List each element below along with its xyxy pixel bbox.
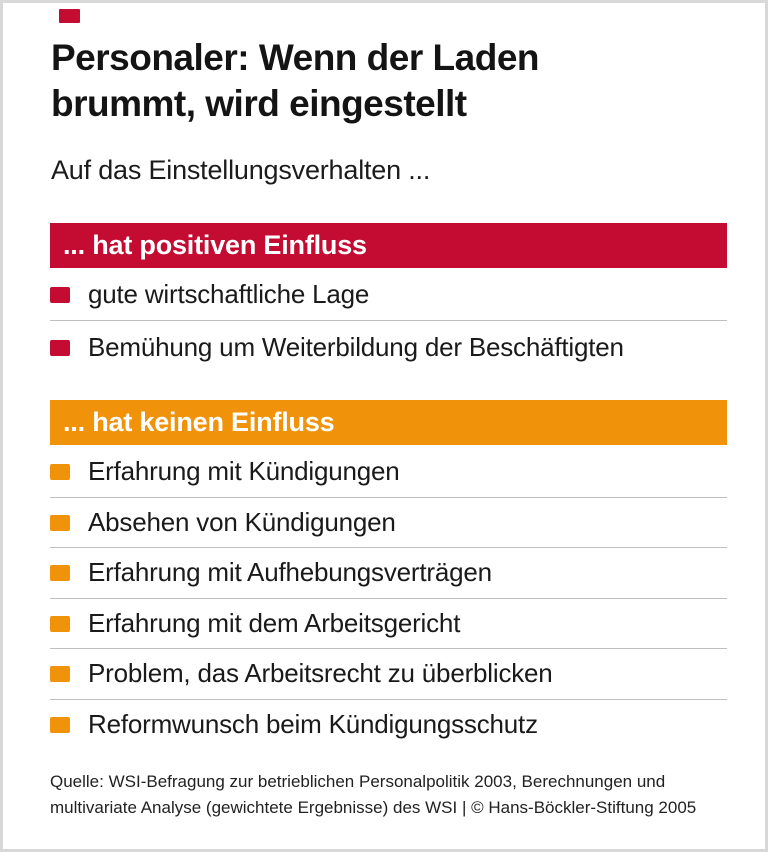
orange-square-bullet-icon [50, 717, 70, 734]
orange-square-bullet-icon [50, 464, 70, 481]
list-item-label: Erfahrung mit dem Arbeitsgericht [88, 607, 461, 638]
list-item: Bemühung um Weiterbildung der Beschäftig… [50, 321, 727, 374]
list-item: Problem, das Arbeitsrecht zu überblicken [50, 649, 727, 700]
list-item: Erfahrung mit Kündigungen [50, 447, 727, 498]
list-item-label: Erfahrung mit Aufhebungsverträgen [88, 557, 492, 588]
orange-square-bullet-icon [50, 514, 70, 531]
subtitle: Auf das Einstellungsverhalten ... [51, 155, 431, 185]
section-header-no-influence: ... hat keinen Einfluss [50, 400, 727, 445]
list-item: gute wirtschaftliche Lage [50, 268, 727, 321]
positive-influence-list: gute wirtschaftliche Lage Bemühung um We… [50, 268, 727, 374]
list-item: Erfahrung mit dem Arbeitsgericht [50, 599, 727, 649]
no-influence-list: Erfahrung mit Kündigungen Absehen von Kü… [50, 447, 727, 750]
source-line1: Quelle: WSI-Befragung zur betrieblichen … [50, 772, 666, 791]
page-title: Personaler: Wenn der Laden brummt, wird … [51, 35, 731, 127]
list-item: Absehen von Kündigungen [50, 498, 727, 548]
list-item-label: Erfahrung mit Kündigungen [88, 456, 400, 487]
list-item-label: Bemühung um Weiterbildung der Beschäftig… [88, 332, 624, 362]
orange-square-bullet-icon [50, 565, 70, 582]
page-title-line1: Personaler: Wenn der Laden [51, 37, 540, 78]
source-line2: multivariate Analyse (gewichtete Ergebni… [50, 797, 697, 817]
list-item-label: gute wirtschaftliche Lage [88, 278, 370, 309]
orange-square-bullet-icon [50, 615, 70, 632]
red-square-bullet-icon [50, 340, 70, 356]
brand-red-square-icon [59, 9, 80, 23]
list-item-label: Reformwunsch beim Kündigungsschutz [88, 709, 538, 740]
orange-square-bullet-icon [50, 666, 70, 683]
section-header-positive-influence: ... hat positiven Einfluss [50, 223, 727, 268]
list-item-label: Problem, das Arbeitsrecht zu überblicken [88, 658, 553, 689]
list-item: Erfahrung mit Aufhebungsverträgen [50, 548, 727, 599]
list-item-label: Absehen von Kündigungen [88, 506, 396, 537]
source-note: Quelle: WSI-Befragung zur betrieblichen … [50, 769, 730, 820]
red-square-bullet-icon [50, 286, 70, 303]
list-item: Reformwunsch beim Kündigungsschutz [50, 700, 727, 751]
page-title-line2: brummt, wird eingestellt [51, 83, 467, 124]
